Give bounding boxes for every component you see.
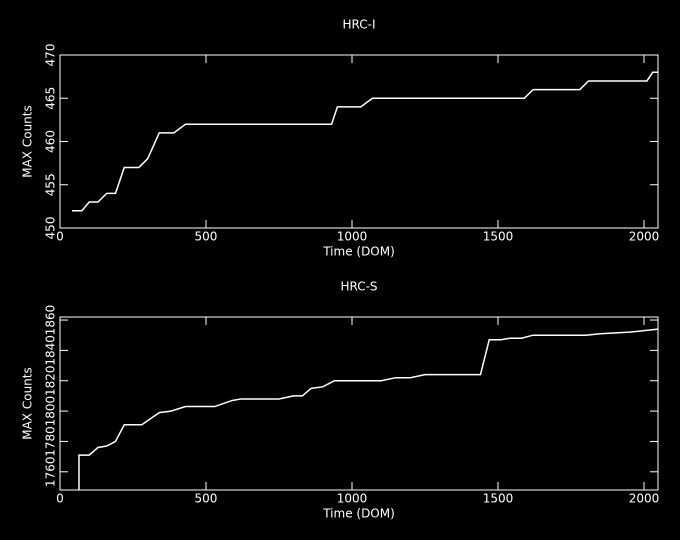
y-tick-label: 1820 <box>44 365 58 396</box>
x-tick-label: 500 <box>195 230 218 244</box>
chart-title: HRC-I <box>342 18 375 32</box>
y-tick-label: 450 <box>44 217 58 240</box>
x-tick-label: 1500 <box>483 492 514 506</box>
x-axis-label: Time (DOM) <box>322 245 395 259</box>
y-tick-label: 455 <box>44 173 58 196</box>
y-tick-label: 465 <box>44 87 58 110</box>
y-axis-label: MAX Counts <box>21 367 35 440</box>
y-tick-label: 460 <box>44 130 58 153</box>
y-tick-label: 1840 <box>44 335 58 366</box>
y-tick-label: 1780 <box>44 426 58 457</box>
plot-frame <box>59 54 659 229</box>
x-tick-label: 2000 <box>629 492 660 506</box>
y-tick-label: 1860 <box>44 305 58 336</box>
x-tick-label: 0 <box>56 230 64 244</box>
x-tick-label: 0 <box>56 492 64 506</box>
chart-title: HRC-S <box>340 280 377 294</box>
x-axis-label: Time (DOM) <box>322 507 395 521</box>
x-tick-label: 1000 <box>337 230 368 244</box>
x-tick-label: 1000 <box>337 492 368 506</box>
y-tick-label: 470 <box>44 44 58 67</box>
y-tick-label: 1800 <box>44 396 58 427</box>
x-tick-label: 500 <box>195 492 218 506</box>
plot-frame <box>59 316 659 491</box>
data-line <box>71 71 658 212</box>
y-tick-label: 1760 <box>44 457 58 488</box>
y-axis-label: MAX Counts <box>21 105 35 178</box>
x-tick-label: 2000 <box>629 230 660 244</box>
data-line <box>78 328 659 490</box>
x-tick-label: 1500 <box>483 230 514 244</box>
